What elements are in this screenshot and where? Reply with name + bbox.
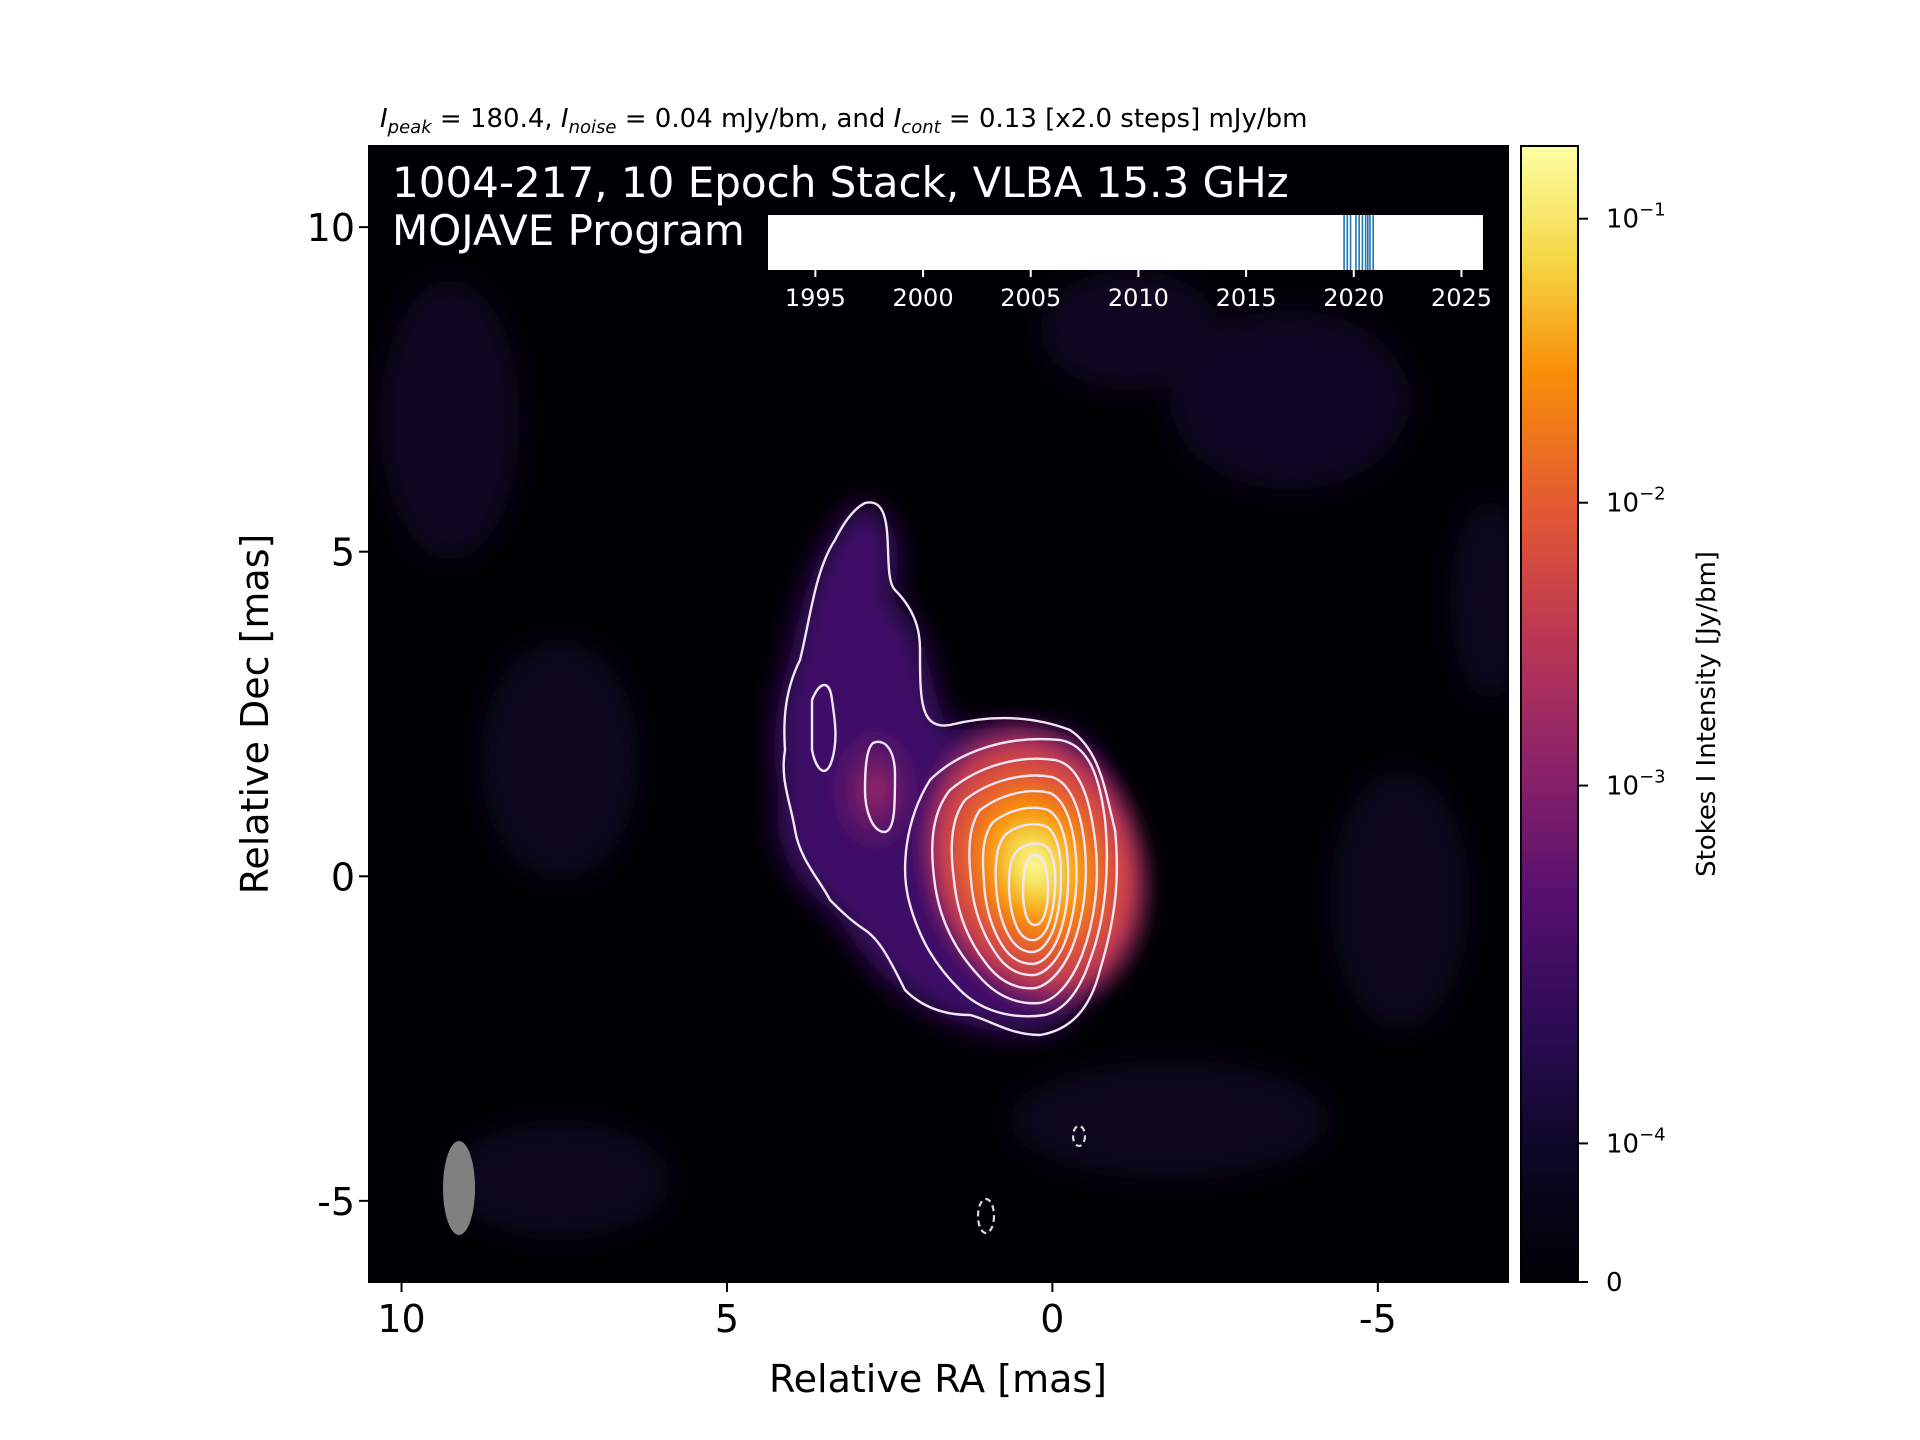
colorbar-tick-label-0: 10−1 (1606, 200, 1666, 235)
contour-11 (1021, 853, 1050, 927)
peak-symbol: I (380, 104, 388, 134)
negative-contour-1 (1071, 1124, 1087, 1148)
x-axis: 10 5 0 -5 (377, 1282, 1397, 1341)
image-frame (368, 145, 1509, 1283)
timeline-tick-label-5: 2020 (1323, 284, 1384, 312)
epoch-timeline: 1995 2000 2005 2010 2015 2020 2025 (768, 215, 1492, 312)
x-tick-label-3: -5 (1359, 1297, 1397, 1341)
noise-value: = 0.04 mJy/bm, and (616, 104, 893, 134)
timeline-tick-label-6: 2025 (1431, 284, 1492, 312)
contour-3 (863, 740, 897, 834)
y-tick-label-2: 0 (331, 855, 355, 899)
contour-10 (1007, 842, 1057, 942)
colorbar-tick-label-4: 0 (1606, 1268, 1623, 1298)
colorbar-label: Stokes I Intensity [Jy/bm] (1692, 551, 1722, 877)
noise-symbol: I (561, 104, 569, 134)
noise-subscript: noise (569, 117, 617, 138)
y-tick-label-1: 5 (331, 531, 355, 575)
colorbar-tick-label-1: 10−2 (1606, 484, 1666, 519)
cont-value: = 0.13 [x2.0 steps] mJy/bm (941, 104, 1308, 134)
timeline-axis: 1995 2000 2005 2010 2015 2020 2025 (785, 270, 1492, 312)
contour-1 (782, 501, 1119, 1037)
x-axis-label: Relative RA [mas] (769, 1357, 1107, 1401)
x-tick-label-0: 10 (377, 1297, 425, 1341)
contour-2 (810, 683, 837, 773)
colorbar-gradient (1520, 145, 1579, 1283)
colorbar-tick-label-2: 10−3 (1606, 767, 1666, 802)
timeline-tick-label-0: 1995 (785, 284, 846, 312)
contour-4 (903, 737, 1109, 1018)
peak-subscript: peak (387, 117, 434, 138)
y-axis: 10 5 0 -5 (307, 206, 369, 1224)
negative-contour-2 (976, 1197, 996, 1235)
intensity-contours (782, 501, 1119, 1037)
colorbar-tick-label-3: 10−4 (1606, 1124, 1666, 1159)
background-noise (380, 270, 1508, 1240)
timeline-tick-label-4: 2015 (1216, 284, 1277, 312)
timeline-tick-label-2: 2005 (1000, 284, 1061, 312)
chart-subtitle: Ipeak = 180.4, Inoise = 0.04 mJy/bm, and… (380, 104, 1307, 138)
x-tick-label-2: 0 (1040, 1297, 1064, 1341)
image-panel: 1004-217, 10 Epoch Stack, VLBA 15.3 GHz … (369, 146, 1508, 1282)
contour-5 (931, 757, 1099, 1005)
timeline-tick-label-3: 2010 (1108, 284, 1169, 312)
contour-6 (950, 774, 1088, 990)
contour-7 (968, 789, 1078, 977)
y-tick-label-3: -5 (317, 1180, 355, 1224)
y-tick-label-0: 10 (307, 206, 355, 250)
beam-ellipse (443, 1141, 475, 1235)
timeline-box (768, 215, 1483, 270)
annotation-line-1: 1004-217, 10 Epoch Stack, VLBA 15.3 GHz (392, 158, 1289, 207)
colorbar-ticks: 10−1 10−2 10−3 10−4 0 (1578, 200, 1666, 1298)
contour-8 (981, 806, 1070, 966)
epoch-markers (1343, 215, 1374, 270)
x-tick-label-1: 5 (715, 1297, 739, 1341)
timeline-tick-label-1: 2000 (893, 284, 954, 312)
cont-symbol: I (894, 104, 902, 134)
cont-subscript: cont (901, 117, 941, 138)
colorbar: 10−1 10−2 10−3 10−4 0 Stokes I Intensity [Jy… (1520, 145, 1722, 1298)
peak-value: = 180.4, (432, 104, 561, 134)
contour-9 (994, 822, 1063, 954)
annotation-line-2: MOJAVE Program (392, 206, 745, 255)
negative-contours (976, 1124, 1087, 1235)
y-axis-label: Relative Dec [mas] (233, 534, 277, 895)
